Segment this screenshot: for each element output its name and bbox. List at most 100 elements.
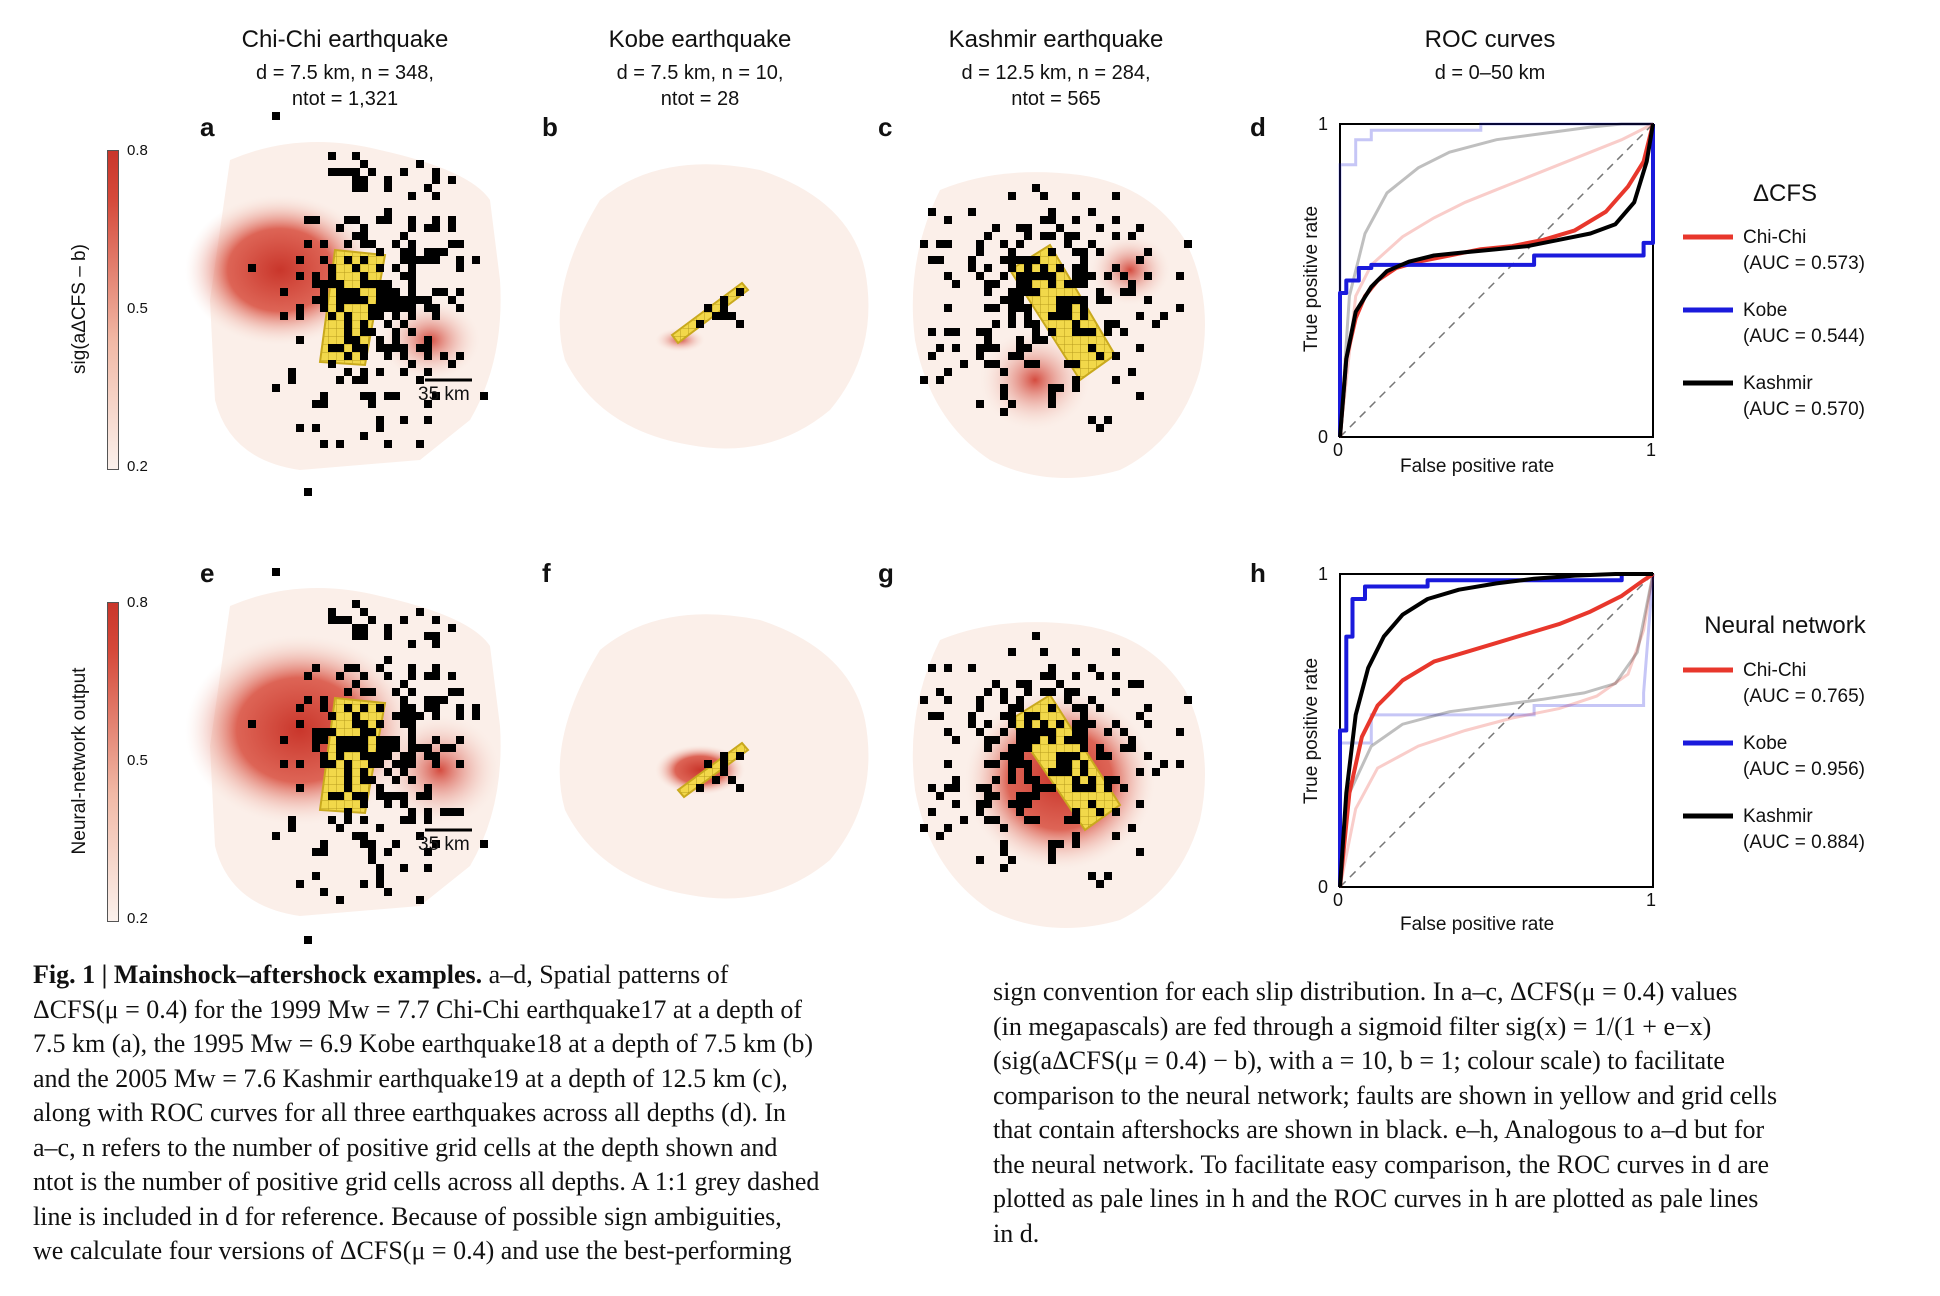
- aftershock-cell: [984, 760, 992, 768]
- aftershock-cell: [400, 768, 408, 776]
- aftershock-cell: [1016, 728, 1024, 736]
- aftershock-cell: [1016, 240, 1024, 248]
- aftershock-cell: [952, 776, 960, 784]
- aftershock-cell: [360, 736, 368, 744]
- aftershock-cell: [1048, 392, 1056, 400]
- aftershock-cell: [360, 328, 368, 336]
- aftershock-cell: [376, 296, 384, 304]
- aftershock-cell: [312, 424, 320, 432]
- aftershock-cell: [376, 744, 384, 752]
- aftershock-cell: [968, 256, 976, 264]
- aftershock-cell: [456, 760, 464, 768]
- aftershock-cell: [1072, 216, 1080, 224]
- aftershock-cell: [408, 760, 416, 768]
- aftershock-cell: [368, 392, 376, 400]
- aftershock-cell: [304, 488, 312, 496]
- aftershock-cell: [360, 368, 368, 376]
- aftershock-cell: [440, 744, 448, 752]
- aftershock-cell: [408, 640, 416, 648]
- aftershock-cell: [448, 360, 456, 368]
- aftershock-cell: [1080, 784, 1088, 792]
- aftershock-cell: [1144, 704, 1152, 712]
- aftershock-cell: [416, 256, 424, 264]
- roc-frame-h: [1339, 573, 1654, 888]
- aftershock-cell: [344, 616, 352, 624]
- aftershock-cell: [1000, 712, 1008, 720]
- panel-label-h: h: [1250, 558, 1266, 588]
- aftershock-cell: [352, 832, 360, 840]
- aftershock-cell: [352, 184, 360, 192]
- aftershock-cell: [1128, 744, 1136, 752]
- aftershock-cell: [1104, 728, 1112, 736]
- aftershock-cell: [1096, 296, 1104, 304]
- aftershock-cell: [1056, 312, 1064, 320]
- aftershock-cell: [424, 256, 432, 264]
- aftershock-cell: [352, 736, 360, 744]
- aftershock-cell: [344, 328, 352, 336]
- aftershock-cell: [1112, 832, 1120, 840]
- aftershock-cell: [424, 400, 432, 408]
- aftershock-cell: [944, 784, 952, 792]
- roc-curve-kobe-d: [1338, 124, 1655, 437]
- aftershock-cell: [720, 760, 728, 768]
- aftershock-cell: [408, 664, 416, 672]
- aftershock-cell: [408, 224, 416, 232]
- aftershock-cell: [432, 696, 440, 704]
- aftershock-cell: [976, 400, 984, 408]
- fault-plane: [670, 281, 750, 345]
- aftershock-cell: [376, 424, 384, 432]
- aftershock-cell: [1096, 880, 1104, 888]
- aftershock-cell: [432, 752, 440, 760]
- aftershock-cell: [976, 352, 984, 360]
- aftershock-cell: [360, 320, 368, 328]
- aftershock-cell: [968, 264, 976, 272]
- aftershock-cell: [480, 392, 488, 400]
- aftershock-cell: [456, 688, 464, 696]
- aftershock-cell: [272, 568, 280, 576]
- aftershock-cell: [424, 632, 432, 640]
- aftershock-cell: [1088, 208, 1096, 216]
- aftershock-cell: [960, 360, 968, 368]
- aftershock-cell: [1088, 328, 1096, 336]
- aftershock-cell: [368, 856, 376, 864]
- aftershock-cell: [352, 288, 360, 296]
- aftershock-cell: [432, 616, 440, 624]
- aftershock-cell: [1040, 720, 1048, 728]
- roc-plot-d: [1338, 122, 1655, 438]
- column-subtitle-chichi-line1: d = 7.5 km, n = 348,: [256, 62, 434, 84]
- aftershock-cell: [1048, 848, 1056, 856]
- aftershock-cell: [456, 808, 464, 816]
- legend-title-d: ΔCFS: [1752, 180, 1818, 207]
- aftershock-cell: [296, 256, 304, 264]
- aftershock-cell: [1072, 728, 1080, 736]
- aftershock-cell: [368, 752, 376, 760]
- aftershock-cell: [400, 272, 408, 280]
- aftershock-cell: [432, 168, 440, 176]
- aftershock-cell: [360, 344, 368, 352]
- aftershock-cell: [376, 344, 384, 352]
- aftershock-cell: [360, 752, 368, 760]
- aftershock-cell: [984, 344, 992, 352]
- aftershock-cell: [320, 752, 328, 760]
- aftershock-cell: [976, 808, 984, 816]
- panel-label-e: e: [200, 558, 215, 588]
- aftershock-cell: [400, 232, 408, 240]
- aftershock-cell: [320, 440, 328, 448]
- aftershock-cell: [392, 296, 400, 304]
- aftershock-cell: [400, 680, 408, 688]
- aftershock-cell: [360, 672, 368, 680]
- aftershock-cell: [344, 704, 352, 712]
- aftershock-cell: [1032, 728, 1040, 736]
- aftershock-cell: [320, 888, 328, 896]
- aftershock-cell: [288, 368, 296, 376]
- aftershock-cell: [392, 264, 400, 272]
- aftershock-cell: [1056, 760, 1064, 768]
- aftershock-cell: [312, 848, 320, 856]
- aftershock-cell: [1072, 232, 1080, 240]
- aftershock-cell: [408, 216, 416, 224]
- map-panel-a: [185, 112, 501, 496]
- aftershock-cell: [1008, 776, 1016, 784]
- aftershock-cell: [432, 224, 440, 232]
- aftershock-cell: [1032, 256, 1040, 264]
